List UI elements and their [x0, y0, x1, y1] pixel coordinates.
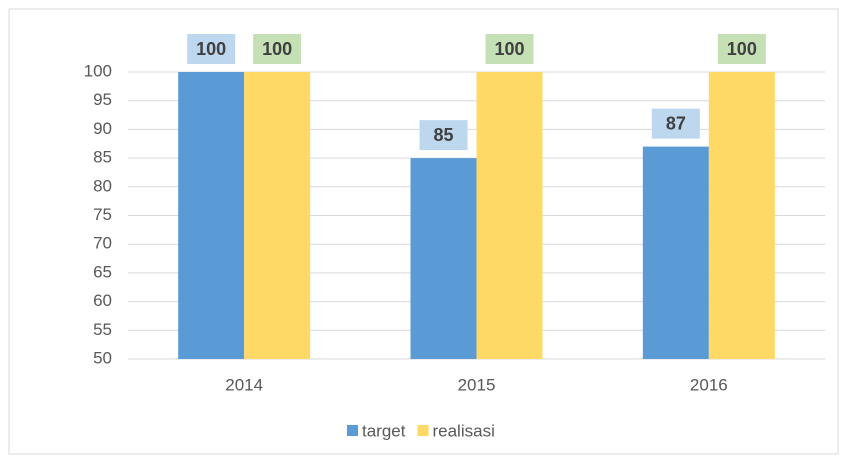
legend-swatch — [417, 425, 429, 436]
y-tick-label: 65 — [93, 262, 112, 281]
legend-swatch — [347, 425, 358, 436]
x-tick-label: 2016 — [690, 375, 728, 394]
bar — [178, 72, 245, 359]
value-label-box — [485, 34, 534, 64]
value-label: 100 — [196, 39, 226, 59]
value-label: 100 — [727, 39, 757, 59]
value-label-box — [717, 34, 766, 64]
y-tick-label: 100 — [84, 61, 112, 80]
bar — [244, 72, 311, 359]
value-label-box — [419, 120, 468, 151]
value-label: 87 — [666, 113, 686, 133]
y-tick-label: 60 — [93, 291, 112, 310]
y-tick-label: 50 — [93, 348, 112, 367]
y-tick-label: 85 — [93, 148, 112, 167]
value-label: 85 — [433, 125, 453, 145]
bar — [410, 158, 477, 359]
value-label-box — [187, 34, 236, 64]
y-tick-label: 55 — [93, 320, 112, 339]
value-label-box — [651, 108, 700, 139]
x-tick-label: 2015 — [458, 375, 496, 394]
legend-label: realisasi — [432, 421, 494, 440]
bar — [708, 72, 775, 359]
value-label-box — [253, 34, 302, 64]
y-tick-label: 95 — [93, 90, 112, 109]
bar — [476, 72, 543, 359]
y-tick-label: 75 — [93, 205, 112, 224]
legend-label: target — [362, 421, 406, 440]
bar — [642, 146, 709, 359]
y-tick-label: 90 — [93, 119, 112, 138]
y-tick-label: 70 — [93, 234, 112, 253]
value-label: 100 — [494, 39, 524, 59]
y-tick-label: 80 — [93, 176, 112, 195]
x-tick-label: 2014 — [225, 375, 263, 394]
value-label: 100 — [262, 39, 292, 59]
